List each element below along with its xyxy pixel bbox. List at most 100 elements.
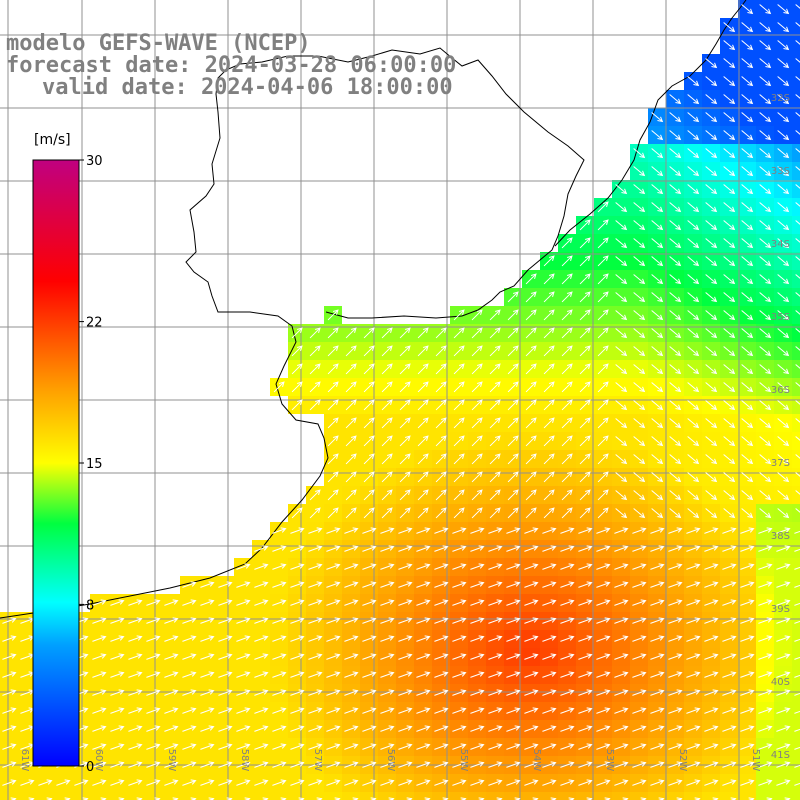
wind-arrow xyxy=(2,743,17,750)
wind-arrow xyxy=(722,707,737,714)
wind-arrow xyxy=(363,327,375,339)
wind-arrow xyxy=(614,653,629,660)
wind-arrow xyxy=(489,327,501,339)
wind-speed-cell xyxy=(792,306,800,324)
wind-arrow xyxy=(344,617,359,624)
wind-arrow xyxy=(291,363,303,375)
wind-arrow xyxy=(741,184,754,195)
wind-arrow xyxy=(363,489,375,501)
wind-speed-cell xyxy=(252,792,270,800)
wind-arrow xyxy=(776,599,791,606)
wind-arrow xyxy=(200,707,215,714)
wind-arrow xyxy=(434,599,449,606)
wind-speed-cell xyxy=(792,270,800,288)
wind-arrow xyxy=(272,653,287,660)
wind-speed-cell xyxy=(792,630,800,648)
wind-arrow xyxy=(795,400,800,405)
wind-arrow xyxy=(723,490,736,501)
wind-arrow xyxy=(740,527,755,534)
wind-arrow xyxy=(326,617,341,624)
wind-speed-cell xyxy=(792,36,800,54)
wind-arrow xyxy=(722,545,737,552)
wind-speed-cell xyxy=(720,792,738,800)
wind-arrow xyxy=(614,617,629,624)
wind-arrow xyxy=(686,545,701,552)
wind-arrow xyxy=(705,454,718,465)
wind-arrow xyxy=(668,527,683,534)
wind-arrow xyxy=(344,779,359,786)
wind-arrow xyxy=(218,689,233,696)
wind-arrow xyxy=(560,707,575,714)
wind-arrow xyxy=(784,797,791,800)
colorbar-tick-label: 30 xyxy=(86,154,103,169)
wind-arrow xyxy=(327,471,339,483)
wind-arrow xyxy=(344,635,359,642)
wind-arrow xyxy=(633,148,646,159)
wind-arrow xyxy=(795,310,800,315)
wind-arrow xyxy=(488,599,503,606)
wind-arrow xyxy=(452,599,467,606)
wind-arrow xyxy=(92,725,107,732)
wind-arrow xyxy=(560,653,575,660)
wind-arrow xyxy=(507,507,519,519)
wind-arrow xyxy=(759,148,772,159)
wind-arrow xyxy=(560,743,575,750)
wind-speed-cell xyxy=(342,792,360,800)
wind-arrow xyxy=(218,743,233,750)
wind-arrow xyxy=(399,363,411,375)
wind-arrow xyxy=(795,328,800,333)
wind-arrow xyxy=(795,490,800,495)
wind-arrow xyxy=(777,130,790,141)
wind-arrow xyxy=(686,671,701,678)
wind-arrow xyxy=(723,400,736,411)
wind-arrow xyxy=(236,563,251,570)
wind-arrow xyxy=(705,418,718,429)
wind-arrow xyxy=(398,707,413,714)
wind-arrow xyxy=(291,345,303,357)
wind-arrow xyxy=(381,489,393,501)
wind-arrow xyxy=(777,148,790,159)
wind-arrow xyxy=(561,273,573,285)
wind-arrow xyxy=(434,707,449,714)
wind-arrow xyxy=(615,472,628,483)
wind-arrow xyxy=(344,725,359,732)
wind-arrow xyxy=(110,779,125,786)
wind-arrow xyxy=(650,581,665,588)
wind-speed-cell xyxy=(792,396,800,414)
colorbar xyxy=(32,159,80,767)
wind-arrow xyxy=(542,743,557,750)
wind-arrow xyxy=(200,635,215,642)
wind-arrow xyxy=(434,689,449,696)
wind-arrow xyxy=(795,382,800,387)
wind-arrow xyxy=(723,454,736,465)
wind-arrow xyxy=(614,743,629,750)
longitude-label: 58W xyxy=(239,749,250,772)
wind-arrow xyxy=(363,471,375,483)
wind-arrow xyxy=(273,381,285,393)
wind-arrow xyxy=(507,435,519,447)
wind-arrow xyxy=(561,327,573,339)
wind-arrow xyxy=(776,527,791,534)
wind-arrow xyxy=(488,527,503,534)
wind-arrow xyxy=(326,671,341,678)
wind-arrow xyxy=(507,381,519,393)
wind-arrow xyxy=(597,255,609,267)
wind-arrow xyxy=(578,599,593,606)
latitude-label: 39S xyxy=(771,604,790,615)
wind-arrow xyxy=(633,328,646,339)
wind-arrow xyxy=(309,345,321,357)
wind-arrow xyxy=(758,635,773,642)
wind-arrow xyxy=(92,779,107,786)
wind-arrow xyxy=(596,635,611,642)
wind-arrow xyxy=(596,599,611,606)
wind-speed-cell xyxy=(72,792,90,800)
latitude-label: 35S xyxy=(771,312,790,323)
wind-arrow xyxy=(424,797,431,800)
wind-arrow xyxy=(704,617,719,624)
wind-arrow xyxy=(669,220,682,231)
wind-arrow xyxy=(345,417,357,429)
wind-arrow xyxy=(704,761,719,768)
wind-speed-cell xyxy=(270,792,288,800)
wind-arrow xyxy=(741,436,754,447)
wind-arrow xyxy=(669,130,682,141)
